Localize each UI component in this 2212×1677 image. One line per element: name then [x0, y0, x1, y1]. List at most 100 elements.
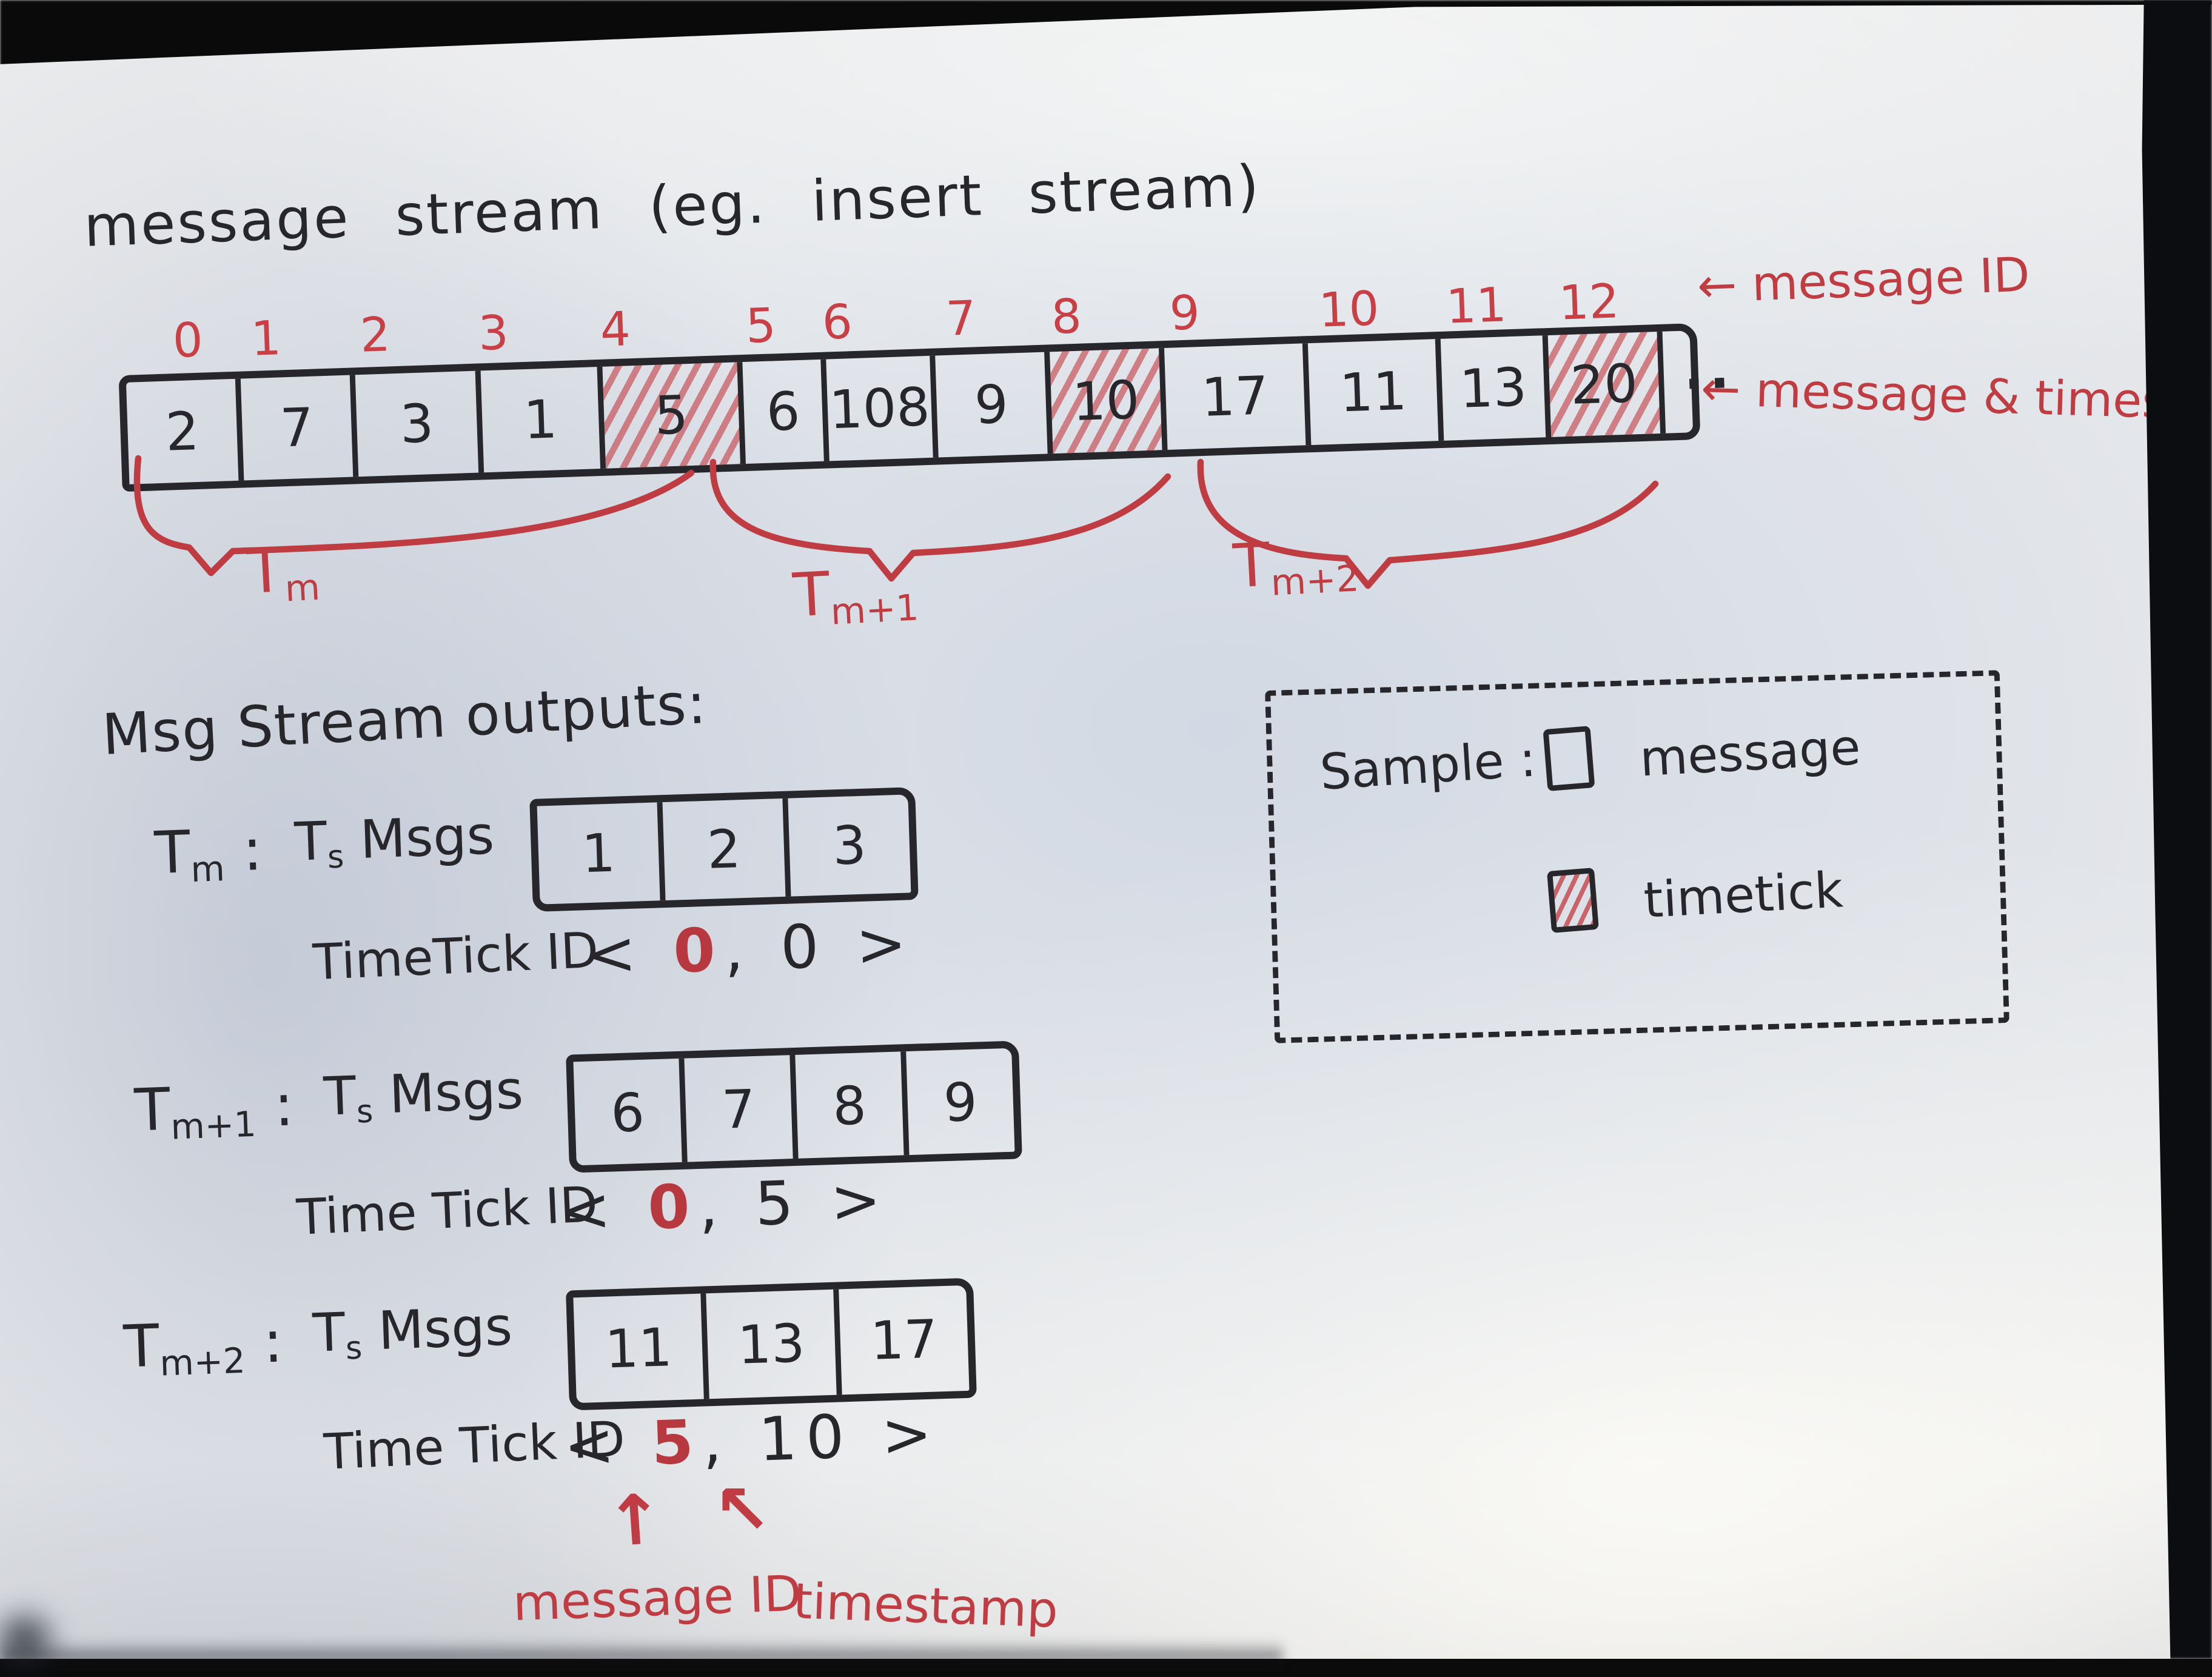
- window-label-m+1: Tm+1: [791, 558, 920, 634]
- tuple-message-id-value: 0: [672, 914, 726, 987]
- tuple-open: <: [585, 915, 675, 990]
- stream-index-2: 2: [359, 309, 392, 364]
- stream-index-6: 6: [821, 296, 854, 352]
- tuple-comma: ,: [723, 912, 782, 985]
- output-window-label-m: Tm :: [153, 814, 264, 891]
- stream-cell-value: 5: [653, 384, 689, 447]
- stream-cell-4-timetick: 5: [602, 362, 746, 469]
- photo-dark-bottom-left-corner: [0, 1368, 204, 1677]
- tuple-close: >: [852, 1398, 942, 1472]
- output-msg-cell: 9: [942, 1070, 979, 1133]
- stream-index-7: 7: [945, 292, 977, 348]
- stream-cell-value: 6: [765, 380, 801, 443]
- tuple-close: >: [801, 1163, 891, 1238]
- legend-items: message timetick: [1270, 675, 1994, 933]
- tuple-message-id-value: 5: [650, 1405, 704, 1479]
- stream-cell-value: 17: [1200, 364, 1270, 429]
- tuple-open: <: [559, 1172, 649, 1247]
- stream-cell-value: 108: [828, 375, 931, 441]
- output-window-label-m+1: Tm+1 :: [133, 1070, 295, 1148]
- output-msg-cell: 3: [831, 814, 868, 877]
- tuple-message-id-value: 0: [646, 1170, 700, 1244]
- stream-cell-7-message: 9: [935, 352, 1053, 458]
- annotation-message-id: message ID: [512, 1566, 803, 1633]
- timetick-id-tuple-m+1: < 0, 5 >: [559, 1164, 891, 1247]
- arrow-label-message-and-timestamp: ← message & timestamp: [1700, 363, 2212, 434]
- stream-cell-value: 3: [399, 392, 435, 455]
- stream-cell-2-message: 3: [355, 370, 484, 477]
- tuple-timestamp-value: 0: [779, 910, 830, 983]
- tuple-comma: ,: [701, 1404, 760, 1477]
- outputs-heading: Msg Stream outputs:: [100, 671, 709, 769]
- stream-cell-3-message: 1: [480, 366, 606, 473]
- legend-item-label: message: [1638, 719, 1862, 788]
- stream-index-12: 12: [1558, 275, 1620, 332]
- output-msg-cell: 2: [662, 798, 791, 901]
- stream-cell-6-message: 108: [826, 355, 939, 461]
- timetick-id-tuple-m: < 0, 0 >: [585, 908, 916, 990]
- output-msg-cell: 1: [537, 802, 666, 905]
- stream-cell-value: 1: [522, 388, 558, 452]
- output-msgs-box-m+2: 11 13 17: [566, 1277, 977, 1411]
- stream-index-8: 8: [1050, 290, 1083, 346]
- photo-dark-bottom-edge: [0, 1641, 1283, 1662]
- stream-cell-value: 10: [1071, 369, 1141, 433]
- stream-index-3: 3: [477, 307, 510, 363]
- stream-cell-8-timetick: 10: [1050, 348, 1168, 454]
- stream-cell-5-message: 6: [742, 359, 830, 464]
- timetick-id-label: Time Tick ID: [295, 1177, 599, 1247]
- legend-item-message: message: [1543, 719, 1862, 792]
- stream-index-0: 0: [172, 314, 204, 370]
- timetick-id-label: TimeTick ID: [312, 923, 600, 992]
- tuple-comma: ,: [697, 1168, 757, 1242]
- stream-index-10: 10: [1318, 283, 1380, 340]
- legend-title: Sample :: [1318, 732, 1538, 802]
- stream-index-9: 9: [1168, 287, 1201, 343]
- pointer-up-arrow: ↑: [603, 1478, 667, 1563]
- diagram-title: message stream (eg. insert stream): [82, 154, 1262, 261]
- output-msg-cell: 8: [795, 1051, 910, 1159]
- window-label-m+2: Tm+2: [1231, 529, 1360, 604]
- stream-cell-11-message: 13: [1440, 335, 1552, 441]
- arrow-label-message-id: ← message ID: [1696, 249, 2031, 315]
- stream-cell-value: 9: [973, 373, 1010, 437]
- annotation-timestamp: timestamp: [792, 1574, 1059, 1640]
- tuple-open: <: [563, 1407, 653, 1482]
- output-msg-cell: 7: [684, 1054, 799, 1162]
- window-label-m: Tm: [245, 535, 321, 611]
- output-msg-cell: 6: [573, 1058, 688, 1166]
- stream-cell-value: 20: [1569, 352, 1639, 417]
- stream-index-4: 4: [599, 303, 632, 359]
- tuple-timestamp-value: 5: [754, 1167, 804, 1240]
- stream-index-11: 11: [1445, 279, 1507, 336]
- stream-cell-9-message: 17: [1164, 343, 1312, 450]
- output-msg-cell: 17: [869, 1308, 939, 1372]
- tuple-timestamp-value: 10: [757, 1401, 855, 1475]
- output-msg-cell: 13: [706, 1289, 842, 1399]
- ts-msgs-label: Ts Msgs: [312, 1295, 514, 1368]
- stream-index-5: 5: [745, 300, 777, 355]
- pointer-upleft-arrow: ↖: [713, 1470, 771, 1550]
- legend-box: Sample : message timetick: [1265, 670, 2009, 1043]
- legend-item-timetick: timetick: [1547, 862, 1845, 933]
- timetick-swatch-icon: [1547, 868, 1599, 933]
- legend-item-label: timetick: [1642, 862, 1845, 929]
- output-msg-cell: 11: [573, 1293, 709, 1404]
- message-swatch-icon: [1543, 726, 1595, 792]
- stream-cell-1-message: 7: [240, 375, 359, 481]
- ts-msgs-label: Ts Msgs: [293, 804, 495, 877]
- stream-cell-0-message: 2: [126, 378, 244, 484]
- stream-cell-value: 7: [279, 396, 315, 460]
- message-stream-array: 2 7 3 1 5 6 108 9 10 17 11 13 20..: [118, 323, 1735, 492]
- stream-cell-value: 13: [1458, 356, 1528, 420]
- stream-cell-value: 2: [164, 400, 200, 463]
- stream-index-1: 1: [250, 312, 283, 368]
- brace-window-m1: [709, 458, 1171, 582]
- ts-msgs-label: Ts Msgs: [323, 1059, 525, 1132]
- tuple-close: >: [826, 907, 917, 982]
